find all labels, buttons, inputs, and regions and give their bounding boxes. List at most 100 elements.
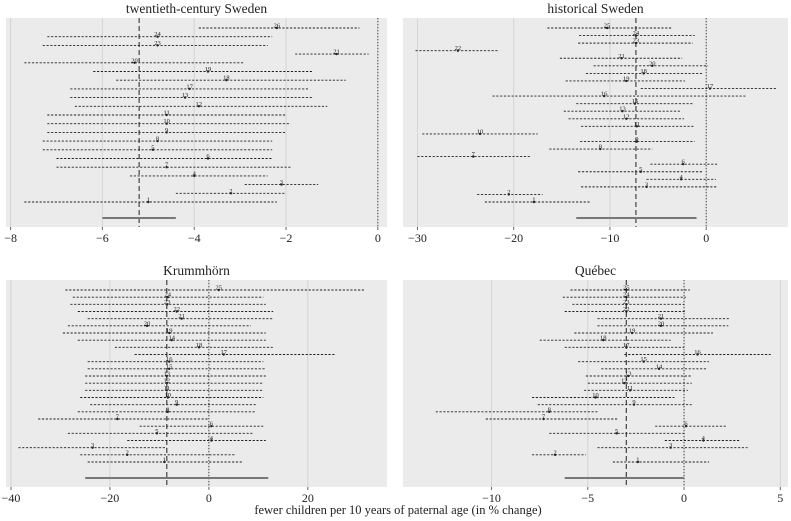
study-estimate-point: [625, 346, 628, 349]
study-estimate-point: [681, 162, 685, 166]
study-label: 6: [681, 159, 685, 166]
study-estimate-point: [280, 183, 283, 186]
study-estimate-point: [594, 396, 597, 399]
study-label: 19: [166, 328, 173, 335]
study-label: 20: [649, 60, 656, 67]
study-label: 26: [274, 23, 281, 30]
study-estimate-point: [197, 105, 200, 108]
panel-title: twentieth-century Sweden: [126, 1, 268, 16]
study-label: 24: [623, 292, 630, 299]
panel-3: Québec−10 −5 0 5252423222120191817161514131…: [403, 263, 788, 505]
study-estimate-point: [210, 424, 213, 428]
study-label: 20: [658, 320, 665, 327]
study-estimate-point: [642, 360, 645, 363]
study-estimate-point: [217, 288, 220, 292]
study-estimate-point: [170, 338, 173, 342]
study-label: 10: [165, 392, 172, 399]
study-estimate-point: [599, 147, 602, 151]
study-estimate-point: [275, 26, 279, 30]
study-label: 18: [640, 68, 647, 75]
panel-title: Krummhörn: [163, 263, 230, 278]
study-label: 21: [333, 49, 340, 56]
x-tick-label: 0: [206, 491, 212, 505]
study-estimate-point: [166, 295, 170, 299]
study-label: 8: [166, 406, 169, 413]
study-estimate-point: [532, 200, 536, 204]
x-axis-label: fewer children per 10 years of paternal …: [254, 503, 541, 517]
study-estimate-point: [165, 381, 169, 385]
study-label: 25: [623, 285, 630, 292]
study-label: 3: [280, 179, 283, 186]
study-label: 5: [155, 428, 158, 435]
x-tick-label: −8: [4, 231, 17, 245]
study-estimate-point: [166, 410, 170, 414]
study-label: 22: [623, 306, 630, 313]
study-label: 7: [542, 414, 546, 421]
study-estimate-point: [183, 96, 187, 99]
x-tick-label: −4: [188, 231, 201, 245]
study-estimate-point: [635, 125, 639, 128]
study-estimate-point: [168, 360, 171, 363]
x-tick-label: −10: [482, 491, 501, 505]
study-label: 18: [223, 75, 230, 82]
study-estimate-point: [168, 367, 171, 371]
study-estimate-point: [627, 374, 630, 378]
study-estimate-point: [91, 446, 94, 449]
study-label: 5: [639, 166, 642, 173]
study-estimate-point: [620, 57, 623, 60]
study-label: 6: [210, 421, 214, 428]
study-label: 7: [116, 414, 120, 421]
x-tick-label: 20: [302, 491, 314, 505]
study-label: 22: [455, 45, 462, 52]
study-label: 23: [154, 40, 161, 47]
study-estimate-point: [166, 303, 169, 306]
study-label: 22: [173, 306, 180, 313]
study-estimate-point: [651, 64, 654, 68]
study-label: 1: [532, 197, 535, 204]
study-estimate-point: [165, 122, 168, 125]
x-tick-label: 5: [777, 491, 783, 505]
study-estimate-point: [615, 432, 618, 435]
study-estimate-point: [548, 410, 551, 414]
study-label: 25: [216, 285, 223, 292]
study-label: 10: [163, 118, 170, 125]
study-label: 17: [707, 83, 714, 90]
study-label: 18: [196, 342, 203, 349]
study-label: 15: [632, 98, 639, 105]
study-label: 9: [175, 399, 178, 406]
study-label: 12: [621, 378, 628, 385]
study-label: 1: [636, 457, 639, 464]
x-tick-label: −2: [280, 231, 293, 245]
study-estimate-point: [156, 35, 159, 38]
study-estimate-point: [116, 417, 119, 421]
study-estimate-point: [168, 331, 171, 335]
study-estimate-point: [206, 157, 210, 160]
x-tick-label: 0: [681, 491, 687, 505]
study-label: 1: [163, 457, 166, 464]
study-label: 11: [634, 121, 640, 128]
study-estimate-point: [478, 132, 482, 136]
study-label: 24: [154, 31, 161, 38]
study-label: 3: [645, 181, 648, 188]
study-label: 15: [640, 356, 647, 363]
study-estimate-point: [175, 403, 178, 406]
study-estimate-point: [659, 317, 663, 320]
study-label: 6: [684, 421, 688, 428]
study-label: 16: [601, 91, 608, 98]
x-tick-label: −40: [2, 491, 21, 505]
study-estimate-point: [553, 453, 557, 457]
study-label: 23: [633, 38, 640, 45]
x-tick-label: 0: [703, 231, 709, 245]
study-estimate-point: [156, 44, 159, 47]
study-estimate-point: [639, 170, 642, 173]
study-label: 14: [656, 363, 663, 370]
study-label: 20: [144, 320, 151, 327]
study-estimate-point: [163, 460, 166, 464]
study-label: 23: [164, 299, 171, 306]
study-estimate-point: [621, 110, 624, 113]
study-estimate-point: [602, 94, 606, 98]
study-label: 2: [553, 449, 556, 456]
study-estimate-point: [633, 102, 637, 105]
study-label: 3: [91, 442, 94, 449]
